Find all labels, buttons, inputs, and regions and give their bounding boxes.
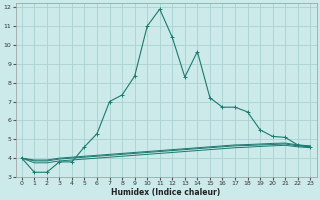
X-axis label: Humidex (Indice chaleur): Humidex (Indice chaleur) [111, 188, 221, 197]
